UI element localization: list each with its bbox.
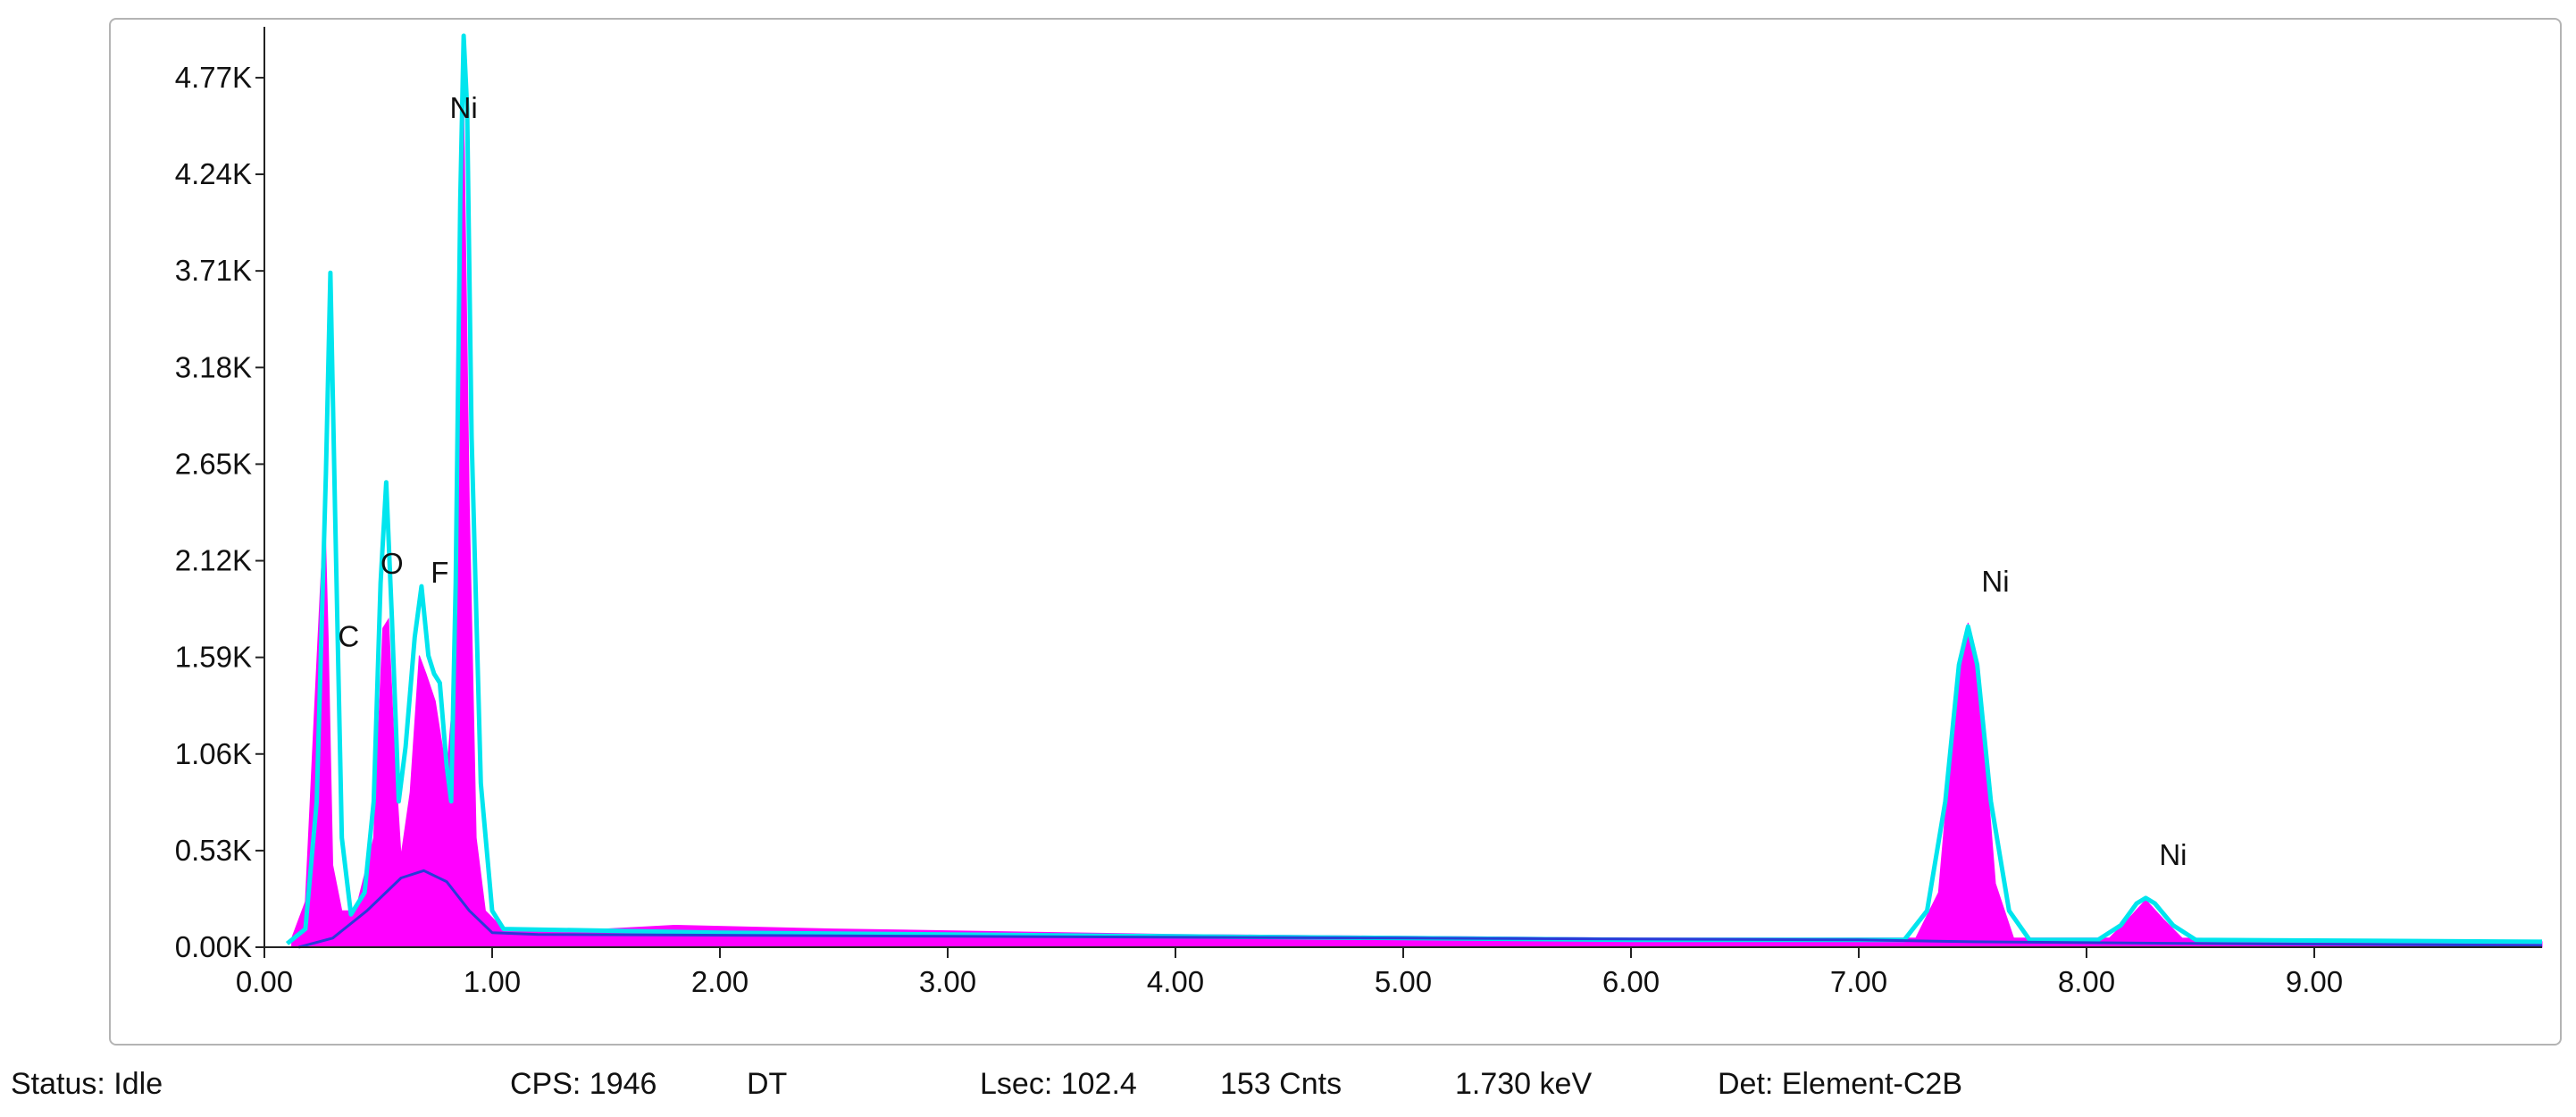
peak-label-ni: Ni <box>450 91 478 124</box>
y-tick-label: 0.53K <box>175 834 252 867</box>
y-tick-label: 4.24K <box>175 157 252 190</box>
peak-label-ni: Ni <box>2159 838 2187 871</box>
peak-label-o: O <box>381 547 404 580</box>
series-0-measured-area <box>291 108 2543 948</box>
x-tick-label: 6.00 <box>1602 965 1660 998</box>
kev-readout: 1.730 keV <box>1455 1067 1593 1101</box>
plot-marks <box>285 33 2543 949</box>
detector-readout: Det: Element-C2B <box>1718 1067 1962 1101</box>
x-tick-label: 5.00 <box>1375 965 1432 998</box>
peak-label-c: C <box>338 619 359 652</box>
x-tick-label: 4.00 <box>1147 965 1204 998</box>
status-bar: Status: Idle CPS: 1946 DT Lsec: 102.4 15… <box>0 1054 2576 1117</box>
peak-labels: Ni C O F Ni Ni <box>338 91 2187 871</box>
peak-label-ni: Ni <box>1981 565 2009 598</box>
y-tick-label: 3.18K <box>175 350 252 383</box>
y-tick-label: 0.00K <box>175 930 252 963</box>
x-tick-label: 9.00 <box>2286 965 2343 998</box>
x-tick-label: 8.00 <box>2058 965 2115 998</box>
x-tick-label: 3.00 <box>919 965 976 998</box>
axes: 0.00K 0.53K 1.06K 1.59K 2.12K 2.65K 3.18K 3.71K… <box>175 27 2542 998</box>
status-text: Status: Idle <box>11 1067 163 1101</box>
lsec-readout: Lsec: 102.4 <box>980 1067 1137 1101</box>
y-tick-label: 1.59K <box>175 641 252 674</box>
counts-readout: 153 Cnts <box>1220 1067 1342 1101</box>
dt-readout: DT <box>747 1067 788 1101</box>
series-2-background-line <box>297 869 2543 949</box>
peak-label-f: F <box>431 556 448 589</box>
y-tick-label: 4.77K <box>175 61 252 94</box>
eds-spectrum-chart: 0.00K 0.53K 1.06K 1.59K 2.12K 2.65K 3.18K 3.71K… <box>175 27 2543 998</box>
x-tick-label: 2.00 <box>691 965 749 998</box>
y-tick-label: 1.06K <box>175 737 252 770</box>
x-tick-label: 0.00 <box>236 965 293 998</box>
x-tick-label: 7.00 <box>1830 965 1887 998</box>
y-tick-label: 2.65K <box>175 447 252 480</box>
y-tick-label: 2.12K <box>175 544 252 577</box>
y-tick-label: 3.71K <box>175 254 252 287</box>
series-1-fitted-spectrum-line <box>285 33 2543 945</box>
x-tick-label: 1.00 <box>464 965 521 998</box>
spectrum-chart-frame <box>109 18 2562 1046</box>
cps-readout: CPS: 1946 <box>510 1067 657 1101</box>
